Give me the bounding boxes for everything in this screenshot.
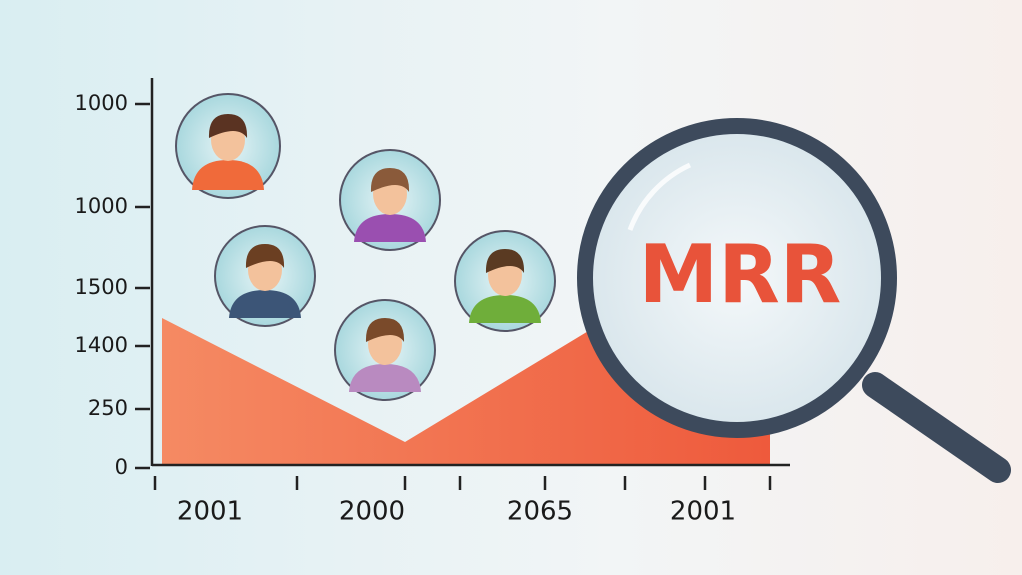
y-label: 1000 bbox=[75, 194, 128, 218]
x-label: 2065 bbox=[507, 497, 573, 527]
axes bbox=[135, 78, 790, 490]
magnifier-text: MRR bbox=[639, 228, 842, 321]
avatar bbox=[339, 149, 441, 251]
avatar bbox=[454, 230, 556, 332]
x-label: 2001 bbox=[177, 497, 243, 527]
magnifier: MRR bbox=[577, 118, 1011, 483]
avatar bbox=[334, 299, 436, 401]
avatar bbox=[175, 93, 281, 199]
x-label: 2000 bbox=[339, 497, 405, 527]
x-label: 2001 bbox=[670, 497, 736, 527]
y-label: 0 bbox=[115, 455, 128, 479]
y-label: 1500 bbox=[75, 275, 128, 299]
y-label: 1400 bbox=[75, 333, 128, 357]
avatar bbox=[214, 225, 316, 327]
y-label: 250 bbox=[88, 396, 128, 420]
y-label: 1000 bbox=[75, 91, 128, 115]
avatars bbox=[175, 93, 556, 401]
